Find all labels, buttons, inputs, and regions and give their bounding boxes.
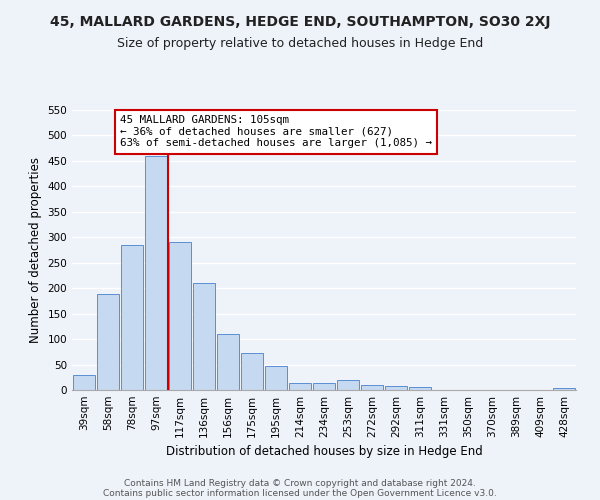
Text: 45 MALLARD GARDENS: 105sqm
← 36% of detached houses are smaller (627)
63% of sem: 45 MALLARD GARDENS: 105sqm ← 36% of deta…: [120, 115, 432, 148]
Text: 45, MALLARD GARDENS, HEDGE END, SOUTHAMPTON, SO30 2XJ: 45, MALLARD GARDENS, HEDGE END, SOUTHAMP…: [50, 15, 550, 29]
Bar: [241, 354, 263, 390]
X-axis label: Distribution of detached houses by size in Hedge End: Distribution of detached houses by size …: [166, 446, 482, 458]
Bar: [409, 388, 431, 390]
Text: Size of property relative to detached houses in Hedge End: Size of property relative to detached ho…: [117, 38, 483, 51]
Bar: [385, 386, 407, 390]
Bar: [169, 242, 191, 390]
Text: Contains HM Land Registry data © Crown copyright and database right 2024.: Contains HM Land Registry data © Crown c…: [124, 478, 476, 488]
Bar: [337, 380, 359, 390]
Bar: [265, 366, 287, 390]
Bar: [121, 246, 143, 390]
Bar: [97, 294, 119, 390]
Bar: [553, 388, 575, 390]
Bar: [193, 283, 215, 390]
Bar: [361, 385, 383, 390]
Bar: [217, 334, 239, 390]
Y-axis label: Number of detached properties: Number of detached properties: [29, 157, 42, 343]
Bar: [313, 384, 335, 390]
Text: Contains public sector information licensed under the Open Government Licence v3: Contains public sector information licen…: [103, 488, 497, 498]
Bar: [289, 384, 311, 390]
Bar: [145, 156, 167, 390]
Bar: [73, 374, 95, 390]
